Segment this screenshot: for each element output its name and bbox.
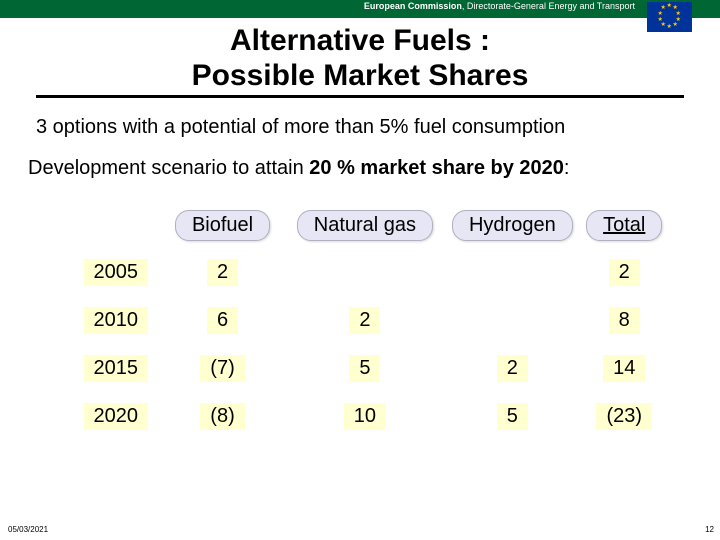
cell-biofuel: 6: [207, 307, 238, 334]
header-biofuel: Biofuel: [175, 210, 270, 241]
cell-year: 2005: [84, 259, 149, 286]
header-total: Total: [586, 210, 662, 241]
header-org-text: European Commission, Directorate-General…: [364, 1, 635, 11]
intro2-a: Development scenario to attain: [28, 157, 309, 179]
page-title: Alternative Fuels : Possible Market Shar…: [0, 24, 720, 93]
intro-line-1: 3 options with a potential of more than …: [36, 116, 684, 139]
cell-total: (23): [596, 403, 652, 430]
cell-natural-gas: 5: [349, 355, 380, 382]
cell-year: 2010: [84, 307, 149, 334]
table-row: 2015 (7) 5 2 14: [70, 344, 670, 392]
eu-stars: ★ ★ ★ ★ ★ ★ ★ ★ ★ ★: [658, 5, 682, 29]
cell-year: 2020: [84, 403, 149, 430]
header-hydrogen: Hydrogen: [452, 210, 573, 241]
cell-hydrogen: [446, 248, 578, 296]
market-share-table: Biofuel Natural gas Hydrogen Total 2005 …: [70, 202, 670, 440]
eu-flag-icon: ★ ★ ★ ★ ★ ★ ★ ★ ★ ★: [647, 2, 692, 32]
intro2-c: :: [564, 157, 570, 179]
intro2-b: 20 % market share by 2020: [309, 157, 564, 179]
cell-natural-gas: 2: [349, 307, 380, 334]
footer-page-number: 12: [705, 525, 714, 534]
cell-total: 2: [609, 259, 640, 286]
title-underline: [36, 95, 684, 98]
cell-hydrogen: [446, 296, 578, 344]
footer-date: 05/03/2021: [8, 525, 48, 534]
header-natural-gas: Natural gas: [297, 210, 433, 241]
cell-biofuel: 2: [207, 259, 238, 286]
header-bar: European Commission, Directorate-General…: [0, 0, 720, 18]
cell-total: 8: [609, 307, 640, 334]
org-name-rest: , Directorate-General Energy and Transpo…: [462, 1, 635, 11]
cell-natural-gas: 10: [344, 403, 386, 430]
title-line-1: Alternative Fuels :: [0, 24, 720, 59]
intro-line-2: Development scenario to attain 20 % mark…: [28, 157, 692, 180]
table-row: 2010 6 2 8: [70, 296, 670, 344]
org-name-bold: European Commission: [364, 1, 462, 11]
cell-natural-gas: [284, 248, 447, 296]
cell-biofuel: (7): [200, 355, 244, 382]
table-body: 2005 2 2 2010 6 2 8 2015 (7) 5 2 14: [70, 248, 670, 440]
table-row: 2005 2 2: [70, 248, 670, 296]
table-header-row: Biofuel Natural gas Hydrogen Total: [70, 202, 670, 248]
cell-hydrogen: 2: [497, 355, 528, 382]
table-row: 2020 (8) 10 5 (23): [70, 392, 670, 440]
cell-total: 14: [603, 355, 645, 382]
cell-biofuel: (8): [200, 403, 244, 430]
cell-hydrogen: 5: [497, 403, 528, 430]
title-line-2: Possible Market Shares: [0, 59, 720, 94]
cell-year: 2015: [84, 355, 149, 382]
